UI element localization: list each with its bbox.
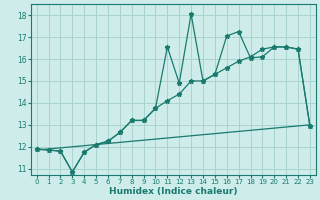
X-axis label: Humidex (Indice chaleur): Humidex (Indice chaleur): [109, 187, 237, 196]
